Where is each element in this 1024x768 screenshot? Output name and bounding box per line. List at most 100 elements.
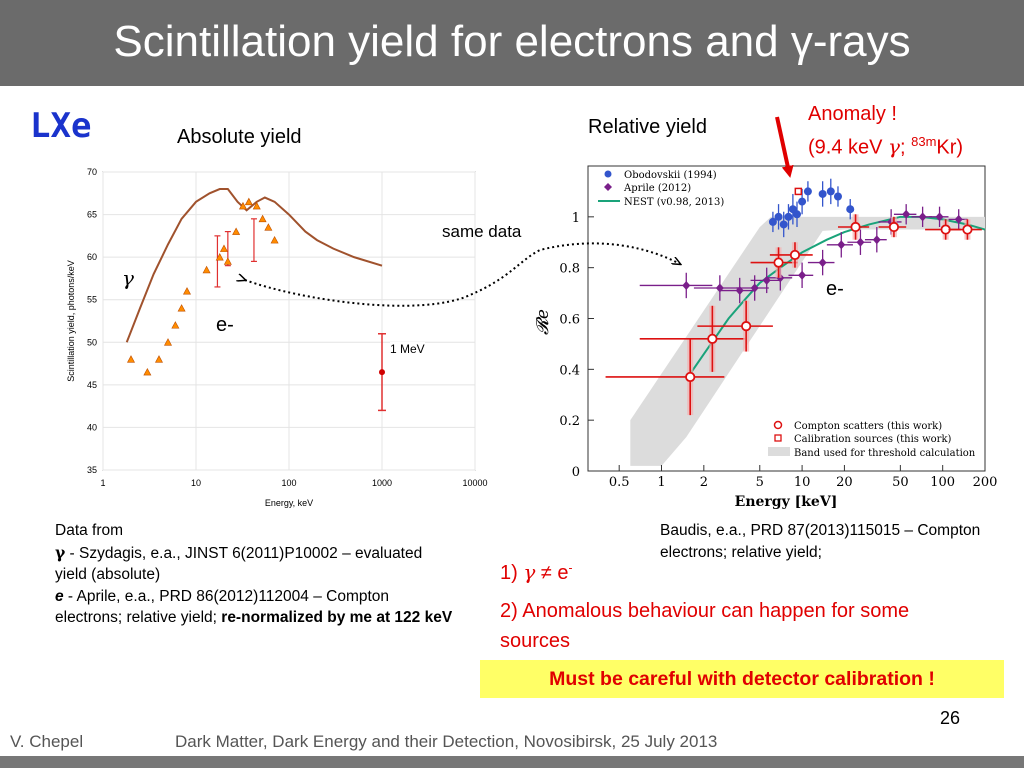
right-nest-curve: [685, 215, 986, 381]
right-aprile-point: [837, 240, 846, 250]
left-triangle-point: [126, 355, 135, 363]
right-aprile-point: [682, 280, 691, 290]
right-aprile-point: [856, 237, 865, 247]
lxe-tag: LXe: [30, 106, 92, 146]
left-triangle-point: [182, 287, 191, 295]
one-mev-label: 1 MeV: [390, 342, 425, 356]
right-obodovskii-point: [779, 220, 788, 229]
left-triangle-point: [232, 227, 241, 235]
conclusion-2: 2) Anomalous behaviour can happen for so…: [500, 600, 910, 652]
conclusion-1-number: 1): [500, 562, 524, 584]
gamma-label: γ: [122, 266, 142, 290]
ref-gamma: γ - Szydagis, e.a., JINST 6(2011)P10002 …: [55, 542, 455, 586]
left-y-tick-label: 55: [87, 295, 97, 305]
left-x-axis-label: Energy, keV: [265, 498, 313, 508]
electron-label-right: e-: [826, 278, 844, 301]
ref-electron: e - Aprile, e.a., PRD 86(2012)112004 – C…: [55, 586, 455, 629]
electron-label-left: e-: [216, 314, 234, 337]
left-y-tick-label: 35: [87, 465, 97, 475]
right-compton-point: [850, 221, 861, 233]
right-x-tick-label: 20: [836, 475, 853, 490]
right-compton-point: [888, 221, 900, 233]
legend-band-marker: [768, 447, 790, 456]
left-x-tick-label: 1: [100, 478, 105, 488]
legend-aprile-marker: [604, 183, 612, 191]
right-aprile-point: [818, 258, 827, 268]
conclusion-1-gamma: γ: [523, 560, 536, 584]
right-x-tick-label: 100: [930, 475, 955, 490]
right-obodovskii-point: [826, 187, 835, 196]
footer-author: V. Chepel: [10, 732, 84, 751]
conclusion-1-neq: ≠: [535, 562, 558, 584]
right-obodovskii-point: [833, 192, 842, 201]
right-x-tick-label: 10: [794, 475, 811, 490]
right-y-tick-label: 0.8: [559, 262, 580, 277]
right-y-axis-label: 𝓡e: [533, 309, 553, 335]
bottom-bar: [0, 756, 1024, 768]
left-triangle-point: [258, 214, 267, 223]
anomaly-energy: (9.4 keV: [808, 136, 889, 159]
anomaly-line1: Anomaly !: [808, 103, 897, 125]
right-compton-point: [685, 371, 696, 383]
legend-bottom-entry: Band used for threshold calculation: [794, 448, 976, 459]
absolute-yield-caption: Absolute yield: [177, 126, 302, 148]
refs-intro: Data from: [55, 522, 124, 539]
legend-bottom-entry: Calibration sources (this work): [794, 434, 952, 445]
page-number: 26: [940, 708, 961, 728]
slide-title: Scintillation yield for electrons and γ-…: [113, 17, 911, 66]
right-threshold-band: [630, 216, 985, 466]
right-y-tick-label: 0: [572, 465, 580, 480]
left-y-tick-label: 45: [87, 380, 97, 390]
left-y-tick-label: 70: [87, 167, 97, 177]
left-triangle-point: [171, 321, 180, 329]
right-x-tick-label: 0.5: [609, 475, 630, 490]
left-triangle-point: [223, 257, 232, 265]
left-y-tick-label: 50: [87, 337, 97, 347]
left-triangle-point: [238, 201, 247, 210]
left-triangle-point: [154, 355, 163, 363]
right-y-tick-label: 1: [572, 211, 580, 226]
conclusion-1: 1) γ ≠ e-: [500, 560, 573, 585]
legend-obodovskii-marker: [604, 170, 612, 178]
anomaly-gamma: γ: [888, 134, 900, 159]
right-aprile-point: [935, 212, 944, 222]
legend-top-entry: NEST (v0.98, 2013): [624, 197, 724, 208]
right-x-tick-label: 1: [657, 475, 665, 490]
left-triangle-point: [177, 304, 186, 312]
left-triangle-point: [143, 367, 152, 376]
left-triangle-point: [164, 338, 173, 346]
legend-top-entry: Aprile (2012): [623, 183, 691, 194]
right-calibration-point: [794, 187, 803, 196]
conclusion-1-sup: -: [568, 560, 573, 575]
left-triangle-point: [219, 244, 228, 252]
left-y-axis-label: Scintillation yield, photons/keV: [66, 260, 76, 382]
right-compton-point: [962, 224, 973, 235]
right-compton-point: [773, 257, 784, 268]
anomaly-line2: (9.4 keV γ; 83mKr): [808, 128, 963, 162]
left-y-tick-label: 60: [87, 252, 97, 262]
footer-talk: Dark Matter, Dark Energy and their Detec…: [175, 732, 718, 751]
right-obodovskii-point: [803, 187, 812, 196]
legend-bottom-entry: Compton scatters (this work): [794, 421, 942, 432]
left-y-tick-label: 40: [87, 422, 97, 432]
left-triangle-point: [202, 265, 211, 274]
right-compton-point: [707, 333, 718, 344]
reference-right: Baudis, e.a., PRD 87(2013)115015 – Compt…: [660, 522, 981, 561]
left-triangle-point: [252, 201, 261, 210]
right-x-tick-label: 50: [892, 475, 909, 490]
right-obodovskii-point: [818, 189, 827, 198]
left-x-tick-label: 10000: [462, 478, 487, 488]
right-obodovskii-point: [846, 205, 855, 214]
right-obodovskii-point: [768, 217, 777, 226]
right-compton-point: [741, 321, 752, 332]
ref-electron-text: - Aprile, e.a., PRD 86(2012)112004 – Com…: [55, 587, 390, 627]
right-aprile-point: [954, 214, 963, 224]
right-x-axis-label: Energy [keV]: [735, 494, 838, 510]
right-aprile-point: [918, 212, 927, 222]
same-data-label: same data: [442, 222, 522, 241]
anomaly-element: Kr): [936, 136, 964, 159]
right-x-tick-label: 2: [700, 475, 708, 490]
title-bar: [0, 0, 1024, 86]
ref-electron-symbol: e: [55, 587, 64, 605]
